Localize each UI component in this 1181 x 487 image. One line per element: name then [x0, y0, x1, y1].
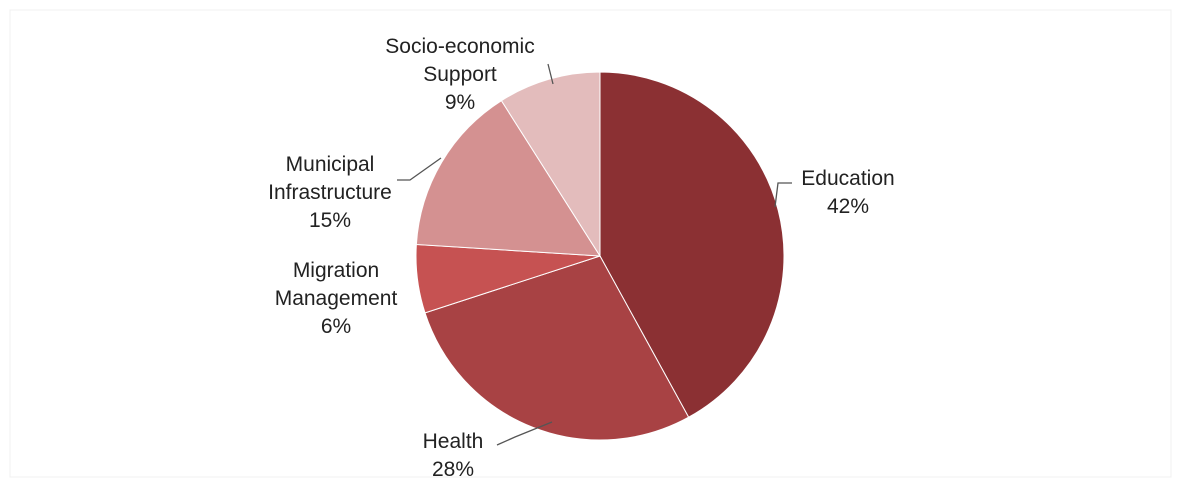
slice-label: Education 42% [801, 167, 894, 218]
leader-line [547, 63, 554, 85]
slice-name: Support [423, 63, 497, 86]
slice-name: Municipal [286, 153, 375, 176]
leader-line [774, 182, 792, 208]
pie-slice-socio-economic-support [500, 71, 601, 258]
slice-percent: 42% [827, 195, 869, 218]
slice-label: Health 28% [423, 430, 484, 481]
slice-percent: 9% [445, 91, 475, 114]
slice-labels: Education 42% Health 28% Migration Management… [268, 35, 895, 481]
slice-percent: 6% [321, 315, 351, 338]
pie-slice-education [599, 71, 785, 418]
leader-lines [397, 63, 792, 446]
slice-name: Education [801, 167, 894, 190]
slice-name: Socio-economic [385, 35, 534, 58]
slice-label: Municipal Infrastructure 15% [268, 153, 392, 232]
slice-label: Migration Management 6% [275, 259, 398, 338]
slice-label: Socio-economic Support 9% [385, 35, 534, 114]
slice-name: Health [423, 430, 484, 453]
slice-name: Infrastructure [268, 181, 392, 204]
pie-slice-municipal-infrastructure [415, 99, 601, 257]
slice-name: Management [275, 287, 398, 310]
slice-percent: 28% [432, 458, 474, 481]
slice-percent: 15% [309, 209, 351, 232]
leader-line [397, 157, 442, 181]
leader-line [496, 421, 553, 446]
pie-slices [415, 71, 785, 441]
slice-name: Migration [293, 259, 379, 282]
pie-slice-health [424, 255, 690, 441]
